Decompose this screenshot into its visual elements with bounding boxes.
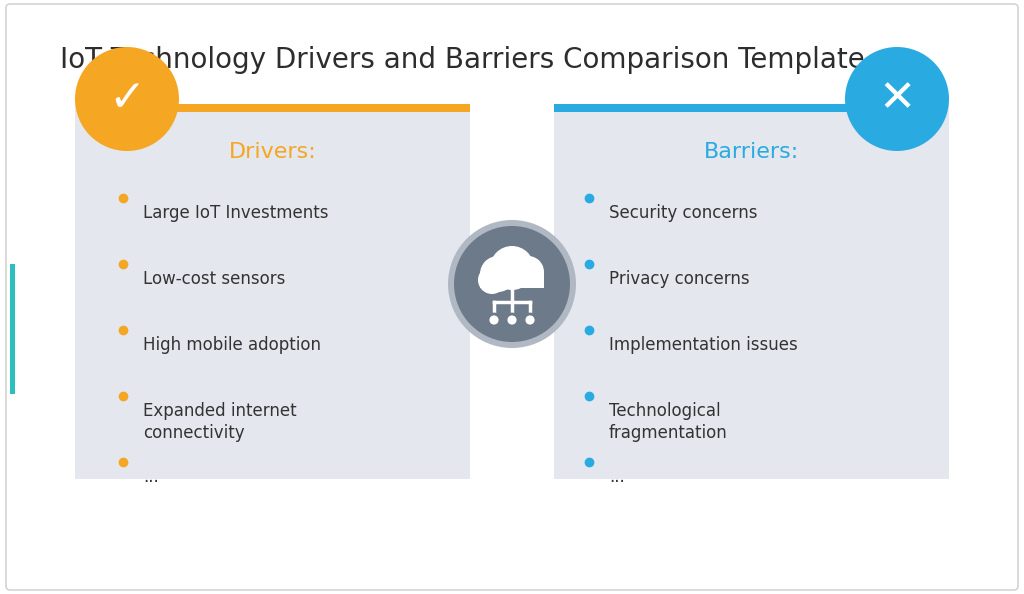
Bar [10,264,15,394]
Ellipse shape [449,220,575,348]
Bar [554,104,949,479]
Text: Drivers:: Drivers: [228,142,316,162]
Text: ✓: ✓ [109,77,145,121]
Text: ...: ... [609,468,625,486]
Text: ...: ... [143,468,159,486]
Ellipse shape [480,256,516,292]
Ellipse shape [506,314,518,326]
Bar [480,272,544,288]
Text: connectivity: connectivity [143,424,245,442]
Ellipse shape [524,314,536,326]
Ellipse shape [488,314,500,326]
Text: fragmentation: fragmentation [609,424,728,442]
Ellipse shape [478,266,506,294]
Ellipse shape [490,246,534,290]
Bar [150,104,470,112]
Text: ✕: ✕ [879,77,915,121]
Text: Technological: Technological [609,402,721,420]
Text: Implementation issues: Implementation issues [609,336,798,354]
Ellipse shape [845,47,949,151]
Text: Security concerns: Security concerns [609,204,758,222]
Text: IoT Technology Drivers and Barriers Comparison Template: IoT Technology Drivers and Barriers Comp… [60,46,864,74]
Ellipse shape [454,226,570,342]
Ellipse shape [75,47,179,151]
Text: Barriers:: Barriers: [703,142,799,162]
Bar [554,104,874,112]
Ellipse shape [512,256,544,288]
Bar [75,104,470,479]
Text: Expanded internet: Expanded internet [143,402,297,420]
Text: Low-cost sensors: Low-cost sensors [143,270,286,288]
Text: Privacy concerns: Privacy concerns [609,270,750,288]
Text: Large IoT Investments: Large IoT Investments [143,204,329,222]
FancyBboxPatch shape [6,4,1018,590]
Text: High mobile adoption: High mobile adoption [143,336,321,354]
